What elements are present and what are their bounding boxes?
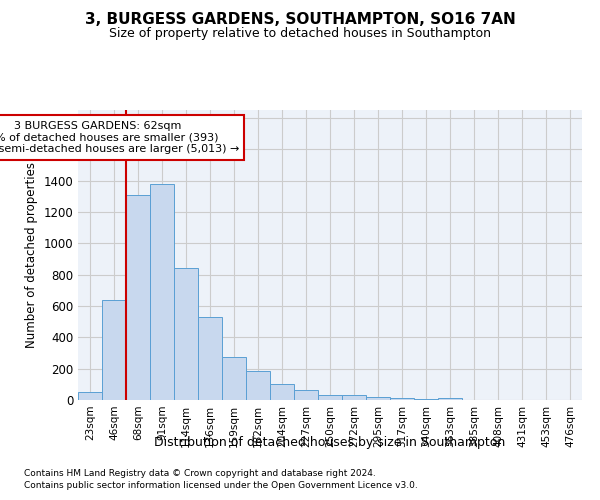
Text: Size of property relative to detached houses in Southampton: Size of property relative to detached ho… xyxy=(109,28,491,40)
Bar xyxy=(414,399,438,400)
Text: 3, BURGESS GARDENS, SOUTHAMPTON, SO16 7AN: 3, BURGESS GARDENS, SOUTHAMPTON, SO16 7A… xyxy=(85,12,515,28)
Text: Contains public sector information licensed under the Open Government Licence v3: Contains public sector information licen… xyxy=(24,481,418,490)
Bar xyxy=(222,357,246,400)
Bar xyxy=(318,394,342,400)
Text: Contains HM Land Registry data © Crown copyright and database right 2024.: Contains HM Land Registry data © Crown c… xyxy=(24,468,376,477)
Bar xyxy=(126,194,150,400)
Text: 3 BURGESS GARDENS: 62sqm
← 7% of detached houses are smaller (393)
92% of semi-d: 3 BURGESS GARDENS: 62sqm ← 7% of detache… xyxy=(0,121,239,154)
Bar xyxy=(270,384,294,400)
Bar xyxy=(246,371,270,400)
Text: Distribution of detached houses by size in Southampton: Distribution of detached houses by size … xyxy=(154,436,506,449)
Bar xyxy=(390,398,414,400)
Bar xyxy=(150,184,174,400)
Bar xyxy=(174,268,198,400)
Bar xyxy=(438,398,462,400)
Y-axis label: Number of detached properties: Number of detached properties xyxy=(25,162,38,348)
Bar xyxy=(342,396,366,400)
Bar xyxy=(102,300,126,400)
Bar xyxy=(198,317,222,400)
Bar xyxy=(78,392,102,400)
Bar xyxy=(294,390,318,400)
Bar xyxy=(366,397,390,400)
